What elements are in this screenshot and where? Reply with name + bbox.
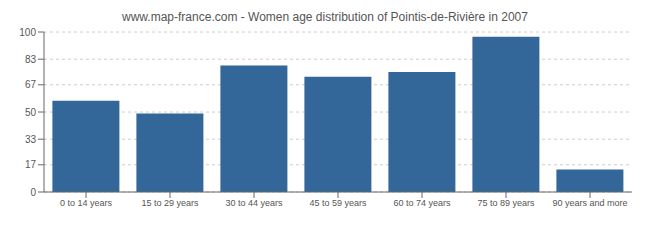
svg-text:60 to 74 years: 60 to 74 years (393, 198, 451, 208)
svg-text:67: 67 (25, 79, 37, 90)
svg-text:83: 83 (25, 54, 37, 65)
svg-text:50: 50 (25, 107, 37, 118)
svg-text:90 years and more: 90 years and more (552, 198, 627, 208)
svg-text:45 to 59 years: 45 to 59 years (309, 198, 367, 208)
html-text:www.map-france.com - Women age: www.map-france.com - Women age distribut… (122, 10, 528, 24)
svg-text:30 to 44 years: 30 to 44 years (225, 198, 283, 208)
svg-text:33: 33 (25, 134, 37, 145)
svg-text:0 to 14 years: 0 to 14 years (60, 198, 113, 208)
svg-text:15 to 29 years: 15 to 29 years (141, 198, 199, 208)
svg-text:17: 17 (25, 159, 37, 170)
svg-text:0: 0 (30, 187, 36, 198)
svg-text:100: 100 (19, 27, 36, 38)
svg-text:75 to 89 years: 75 to 89 years (477, 198, 535, 208)
